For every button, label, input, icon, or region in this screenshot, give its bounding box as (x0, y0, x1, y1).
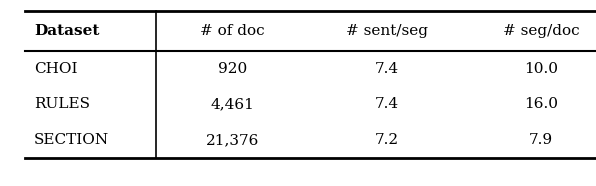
Text: 7.4: 7.4 (375, 62, 399, 76)
Text: 4,461: 4,461 (211, 97, 254, 111)
Text: # seg/doc: # seg/doc (503, 24, 579, 38)
Text: # sent/seg: # sent/seg (346, 24, 428, 38)
Text: 21,376: 21,376 (206, 133, 259, 147)
Text: 16.0: 16.0 (524, 97, 558, 111)
Text: 7.4: 7.4 (375, 97, 399, 111)
Text: RULES: RULES (34, 97, 90, 111)
Text: # of doc: # of doc (200, 24, 265, 38)
Text: 7.9: 7.9 (529, 133, 553, 147)
Text: Dataset: Dataset (34, 24, 100, 38)
Text: 920: 920 (218, 62, 247, 76)
Text: 7.2: 7.2 (375, 133, 399, 147)
Text: 10.0: 10.0 (524, 62, 558, 76)
Text: CHOI: CHOI (34, 62, 77, 76)
Text: SECTION: SECTION (34, 133, 109, 147)
